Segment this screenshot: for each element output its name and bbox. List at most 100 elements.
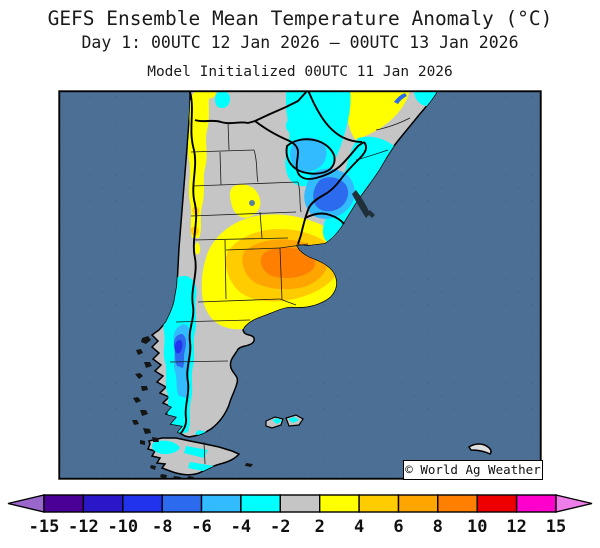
province-border: [192, 237, 289, 241]
colorbar-segment: [279, 494, 321, 513]
tdf-cold-west: [151, 440, 180, 455]
tick-label: 8: [433, 517, 443, 537]
staten-island: [245, 463, 253, 467]
tick-label: -10: [107, 517, 138, 537]
fjord-island: [132, 420, 139, 425]
tick-label: 10: [467, 517, 487, 537]
province-border: [175, 319, 251, 323]
colorbar-segment: [358, 494, 400, 513]
argentina-paraguay-border: [254, 120, 365, 180]
fjord-island: [140, 410, 148, 416]
watermark-text: © World Ag Weather: [405, 462, 541, 477]
anomaly-map: [58, 90, 542, 480]
fjord-island: [141, 386, 148, 391]
paraguay-brazil-warm-wedge: [346, 90, 410, 140]
valid-period-subtitle: Day 1: 00UTC 12 Jan 2026 – 00UTC 13 Jan …: [81, 33, 519, 52]
watermark-box: © World Ag Weather: [403, 460, 543, 480]
fjord-island: [135, 373, 143, 379]
tick-label: -6: [191, 517, 211, 537]
province-border: [190, 149, 255, 153]
fjord-island: [144, 362, 152, 368]
tick-label: -15: [29, 517, 60, 537]
south-georgia-island: [467, 443, 492, 455]
cold-core-corrientes: [290, 137, 327, 172]
corrientes-river-loop: [285, 138, 336, 175]
province-border: [279, 247, 283, 301]
water-features: [249, 190, 375, 218]
province-border: [192, 181, 299, 187]
cold-inner-sbrazil: [313, 177, 349, 212]
cold-topleft-spot: [215, 91, 230, 109]
colorbar-segment: [397, 494, 439, 513]
province-border: [279, 298, 297, 306]
tick-label: 4: [354, 517, 364, 537]
brazil-state-border: [355, 149, 389, 161]
tick-label: -12: [68, 517, 99, 537]
colorbar-left-arrow: [7, 494, 45, 513]
colorbar-segment: [82, 494, 124, 513]
tdf-cold-mid: [184, 446, 208, 458]
bolivia-argentina-border: [194, 119, 256, 125]
province-border: [225, 247, 281, 251]
chile-argentina-border: [179, 91, 198, 435]
page-title: GEFS Ensemble Mean Temperature Anomaly (…: [47, 7, 553, 30]
province-border: [279, 243, 309, 249]
province-border: [197, 298, 281, 303]
colorbar-segment: [476, 494, 518, 513]
brazil-state-border: [375, 117, 411, 131]
tick-label: 6: [393, 517, 403, 537]
cold-paraguay-spot: [285, 118, 301, 134]
tick-label: -2: [270, 517, 290, 537]
province-border: [190, 211, 297, 217]
colorbar: -15 -12 -10 -8 -6 -4 -2 2 4 6 8 10 12 15: [7, 494, 593, 537]
province-border: [227, 121, 230, 151]
cold-corner-arm: [414, 90, 438, 107]
colorbar-segment: [200, 494, 242, 513]
colorbar-segment: [240, 494, 281, 513]
coastal-lagoon: [367, 210, 375, 218]
colorbar-segment: [43, 494, 85, 513]
province-border: [259, 211, 263, 239]
fjord-island: [133, 397, 141, 403]
province-borders: [169, 117, 411, 465]
province-border: [169, 360, 229, 363]
coastal-lagoon: [352, 190, 370, 218]
colorbar-cells: [7, 494, 593, 513]
fjord-island: [160, 474, 167, 479]
brazil-uruguay-border: [304, 212, 345, 225]
paraguay-brazil-border: [307, 90, 363, 143]
map-frame: [58, 90, 542, 480]
small-islands: [132, 336, 492, 480]
fjord-island: [140, 440, 145, 445]
fjord-island: [143, 428, 151, 434]
colorbar-tick-labels: -15 -12 -10 -8 -6 -4 -2 2 4 6 8 10 12 15: [29, 517, 567, 537]
patagonia-cold-dark-spot: [174, 340, 183, 354]
model-init-line: Model Initialized 00UTC 11 Jan 2026: [147, 64, 453, 80]
fjord-island: [152, 437, 159, 442]
tick-label: -4: [231, 517, 251, 537]
mar-chiquita-lake: [249, 200, 255, 206]
argentina-brazil-uruguay-border: [297, 141, 368, 245]
fjord-island: [150, 465, 156, 470]
tick-label: 12: [506, 517, 526, 537]
province-border: [224, 239, 227, 300]
andes-warm-strip-low: [194, 242, 201, 255]
falkland-cold-patch: [288, 417, 299, 423]
tick-label: 15: [546, 517, 566, 537]
colorbar-right-arrow: [555, 494, 593, 513]
bolivia-paraguay-border: [254, 90, 309, 122]
colorbar-segment: [515, 494, 557, 513]
tick-label: 2: [315, 517, 325, 537]
warm-anomaly-north-arm: [230, 184, 261, 218]
warm-anomaly-core: [260, 247, 316, 279]
fjord-island: [141, 336, 151, 344]
fjord-island: [136, 349, 143, 355]
colorbar-segment: [319, 494, 360, 513]
tdf-border: [203, 441, 206, 465]
tick-label: -8: [152, 517, 172, 537]
country-borders: [179, 90, 368, 435]
province-border: [297, 181, 302, 213]
province-border: [253, 149, 259, 183]
colorbar-segment: [122, 494, 163, 513]
